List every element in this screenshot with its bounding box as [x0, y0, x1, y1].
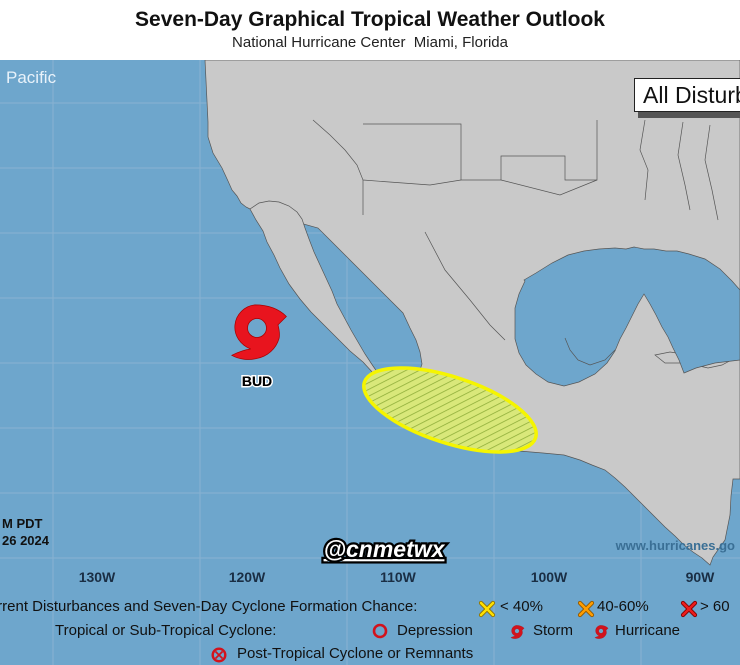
svg-text:100W: 100W	[531, 569, 568, 585]
svg-text:@cnmetwx: @cnmetwx	[324, 536, 446, 562]
svg-text:M PDT: M PDT	[2, 516, 43, 531]
svg-text:BUD: BUD	[242, 373, 272, 389]
svg-text:110W: 110W	[380, 569, 417, 585]
svg-text:90W: 90W	[686, 569, 716, 585]
svg-text:26 2024: 26 2024	[2, 533, 50, 548]
svg-text:130W: 130W	[79, 569, 116, 585]
svg-text:www.hurricanes.go: www.hurricanes.go	[615, 538, 735, 553]
svg-text:Pacific: Pacific	[6, 68, 57, 87]
svg-text:120W: 120W	[229, 569, 266, 585]
